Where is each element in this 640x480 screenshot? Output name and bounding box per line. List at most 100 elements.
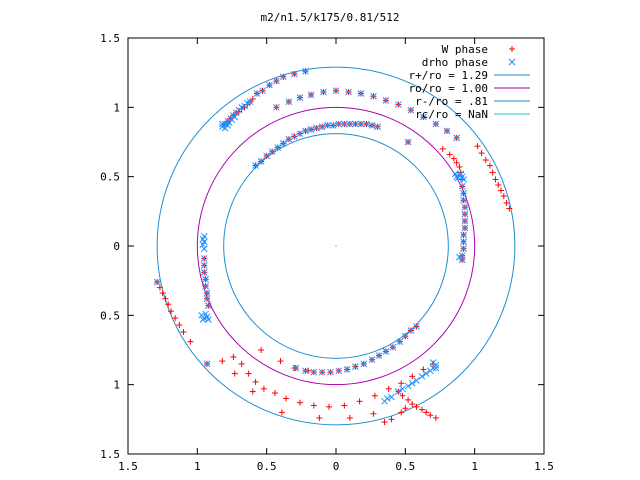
data-point [345, 88, 352, 96]
data-point [432, 414, 439, 421]
data-point [495, 181, 502, 188]
x-tick-label: 0 [333, 460, 340, 473]
cross-b [404, 382, 412, 390]
cross-b [279, 73, 287, 81]
circle-r [156, 66, 516, 426]
cross-b [205, 316, 212, 323]
data-point [395, 101, 402, 108]
cross-b [401, 332, 409, 340]
cross-b [259, 87, 266, 95]
cross-b [203, 360, 211, 368]
legend-label: ro/ro = 1.00 [409, 82, 488, 95]
data-point [368, 122, 376, 129]
cross-b [388, 393, 395, 401]
data-point [313, 124, 320, 132]
cross-b [332, 87, 340, 95]
data-point [271, 389, 278, 396]
cross-b [374, 123, 381, 131]
data-point [461, 217, 469, 225]
data-point [413, 403, 420, 410]
data-point [316, 414, 323, 421]
data-point [153, 278, 161, 286]
data-point [360, 360, 368, 368]
data-point [260, 385, 267, 392]
data-point [422, 370, 430, 377]
cross-b [360, 360, 368, 368]
legend-marker [508, 58, 516, 66]
x-tick-label: 0.5 [395, 460, 415, 473]
data-point [503, 200, 510, 207]
scatter-points [153, 67, 513, 426]
cross-b [357, 90, 365, 97]
data-point [404, 382, 412, 390]
cross-b [302, 367, 309, 375]
cross-b [266, 81, 273, 89]
data-point [413, 323, 420, 330]
data-point [383, 395, 391, 402]
data-point [407, 327, 415, 334]
axes-ticks: 1.5 1 0.5 0 0.5 1 1.51.510.500.511.5 [100, 32, 554, 473]
data-point [332, 87, 340, 95]
data-point [283, 395, 290, 402]
data-point [461, 224, 469, 232]
data-point [460, 176, 467, 183]
data-point [370, 410, 377, 417]
cross-b [296, 130, 304, 138]
data-point [326, 403, 333, 410]
data-point [263, 152, 271, 160]
cross-b [291, 70, 298, 78]
data-point [203, 360, 211, 368]
data-point [453, 159, 460, 166]
cross-b [429, 359, 437, 366]
cross-b [203, 295, 211, 303]
cross-b [302, 127, 309, 135]
cross-b [352, 363, 359, 370]
cross-b [456, 253, 463, 261]
data-point [285, 98, 293, 106]
data-point [296, 94, 304, 101]
cross-b [460, 196, 467, 204]
cross-b [460, 238, 467, 246]
data-point [375, 352, 383, 359]
cross-b [335, 120, 343, 128]
legend-label: r-/ro = .81 [415, 95, 488, 108]
data-point [279, 140, 287, 147]
cross-b [335, 367, 343, 375]
cross-b [408, 379, 416, 387]
cross-b [458, 173, 466, 181]
chart-title: m2/n1.5/k175/0.81/512 [260, 11, 399, 24]
cross-b [291, 133, 298, 140]
data-point [460, 245, 467, 253]
data-point [165, 301, 172, 308]
cross-b [307, 126, 315, 133]
cross-b [420, 113, 427, 121]
y-tick-label: 0 [113, 240, 120, 253]
x-tick-label: 1.5 [534, 460, 554, 473]
data-point [460, 189, 467, 197]
cross-b [413, 323, 420, 330]
data-point [409, 401, 416, 408]
cross-b [460, 176, 467, 183]
cross-b [460, 189, 467, 197]
cross-b [199, 235, 207, 243]
data-point [318, 123, 326, 131]
data-point [310, 368, 318, 376]
data-point [205, 302, 212, 309]
cross-b [458, 183, 466, 190]
data-point [357, 90, 365, 97]
data-point [162, 295, 169, 302]
cross-b [399, 385, 406, 393]
data-point [335, 367, 343, 375]
data-point [398, 409, 405, 416]
data-point [382, 348, 390, 355]
data-point [327, 368, 334, 376]
data-point [273, 103, 280, 111]
data-point [346, 414, 353, 421]
cross-b [352, 120, 359, 128]
data-point [200, 255, 208, 262]
data-point [389, 343, 397, 351]
cross-b [200, 262, 208, 269]
cross-b [461, 224, 469, 232]
data-point [307, 91, 315, 99]
data-point [296, 130, 304, 138]
